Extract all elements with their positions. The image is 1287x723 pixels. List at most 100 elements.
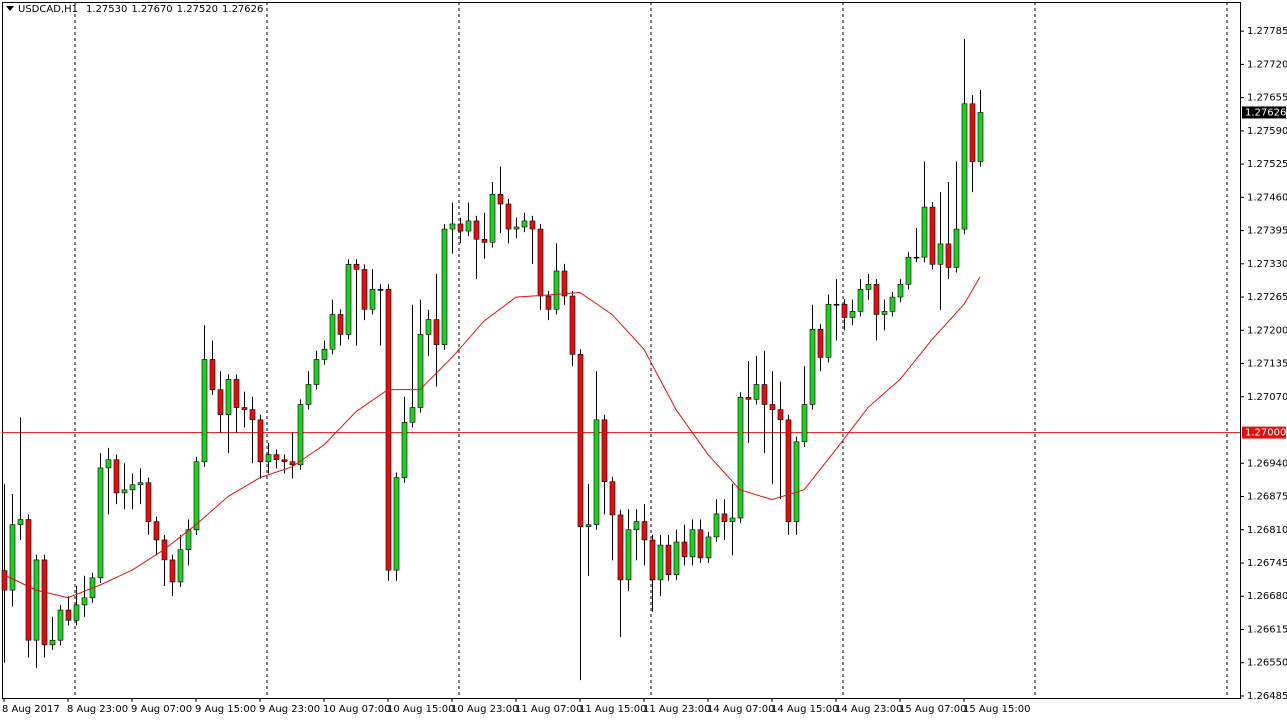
- candle-body: [657, 544, 664, 581]
- candle-body: [561, 270, 568, 297]
- candle-body: [849, 311, 856, 318]
- candle-body: [505, 203, 512, 230]
- candle-body: [625, 529, 632, 581]
- candle-body: [817, 328, 824, 358]
- candle-body: [737, 397, 744, 519]
- candle-body: [233, 379, 240, 408]
- y-tick-label: 1.27070: [1247, 392, 1287, 403]
- candle-body: [241, 407, 248, 410]
- candle-body: [729, 517, 736, 522]
- candle-body: [281, 459, 288, 463]
- candle-body: [169, 559, 176, 583]
- candle-body: [969, 103, 976, 162]
- candle-body: [313, 359, 320, 385]
- candle-body: [521, 220, 528, 228]
- candle-body: [153, 521, 160, 541]
- candle-body: [425, 319, 432, 335]
- candle-body: [649, 539, 656, 581]
- symbol: USDCAD,H1: [18, 4, 78, 15]
- x-tick-label: 8 Aug 2017: [2, 704, 60, 715]
- candle-body: [1, 570, 8, 591]
- candle-body: [489, 193, 496, 243]
- moving-average: [3, 276, 981, 599]
- candle-body: [801, 404, 808, 443]
- candle-body: [553, 270, 560, 310]
- price-label: 1.27000: [1245, 428, 1286, 439]
- x-tick-label: 15 Aug 07:00: [899, 704, 966, 715]
- header-value: 1.27520: [177, 4, 218, 15]
- candle-body: [185, 529, 192, 550]
- candle-body: [881, 311, 888, 315]
- candle-body: [609, 481, 616, 516]
- candle-body: [977, 112, 984, 162]
- candle-body: [33, 559, 40, 641]
- candle-body: [697, 529, 704, 559]
- y-tick-label: 1.27785: [1247, 26, 1287, 37]
- candle-body: [945, 243, 952, 268]
- candle-body: [321, 348, 328, 360]
- menu-arrow[interactable]: [6, 6, 14, 11]
- candle-body: [377, 289, 384, 291]
- candle-body: [409, 407, 416, 423]
- candle-body: [473, 220, 480, 240]
- y-tick-label: 1.26745: [1247, 558, 1287, 569]
- candle-body: [705, 536, 712, 559]
- candle-body: [113, 459, 120, 494]
- candle-body: [273, 454, 280, 460]
- candle-body: [297, 404, 304, 466]
- candle-body: [929, 206, 936, 265]
- candle-body: [865, 283, 872, 290]
- candle-body: [217, 389, 224, 415]
- candle-body: [641, 521, 648, 541]
- candle-body: [129, 484, 136, 491]
- y-tick-label: 1.27395: [1247, 226, 1287, 237]
- x-tick-label: 11 Aug 15:00: [579, 704, 646, 715]
- candle-body: [57, 609, 64, 641]
- candle-body: [529, 220, 536, 230]
- candle-body: [97, 467, 104, 579]
- candle-body: [665, 544, 672, 576]
- candle-body: [193, 461, 200, 531]
- candle-body: [857, 289, 864, 312]
- candle-body: [633, 521, 640, 531]
- candle-body: [337, 314, 344, 335]
- candle-body: [353, 264, 360, 270]
- x-tick-label: 15 Aug 15:00: [963, 704, 1030, 715]
- candle-body: [65, 609, 72, 621]
- candle-body: [753, 384, 760, 400]
- candle-body: [809, 328, 816, 405]
- candle-body: [681, 541, 688, 558]
- candle-body: [345, 264, 352, 335]
- candle-body: [209, 359, 216, 390]
- candle-body: [777, 409, 784, 421]
- candle-body: [585, 524, 592, 527]
- candle-body: [721, 513, 728, 522]
- candle-body: [161, 539, 168, 561]
- candle-body: [201, 359, 208, 463]
- x-tick-label: 11 Aug 23:00: [643, 704, 710, 715]
- candle-body: [385, 289, 392, 571]
- candle-body: [441, 228, 448, 345]
- candle-body: [841, 303, 848, 318]
- candle-body: [49, 639, 56, 646]
- y-tick-label: 1.27720: [1247, 59, 1287, 70]
- x-tick-label: 9 Aug 23:00: [259, 704, 320, 715]
- candle-body: [889, 296, 896, 312]
- candle-body: [761, 384, 768, 405]
- y-tick-label: 1.27655: [1247, 93, 1287, 104]
- candle-body: [569, 295, 576, 355]
- y-tick-label: 1.26940: [1247, 458, 1287, 469]
- plot-frame: [2, 2, 1241, 699]
- candle-body: [785, 419, 792, 522]
- candle-body: [105, 459, 112, 469]
- y-tick-label: 1.26615: [1247, 624, 1287, 635]
- y-tick-label: 1.26485: [1247, 691, 1287, 702]
- candle-body: [617, 514, 624, 581]
- candle-body: [673, 541, 680, 576]
- candle-body: [257, 419, 264, 463]
- candle-body: [953, 228, 960, 268]
- candle-body: [793, 441, 800, 522]
- candle-body: [481, 238, 488, 243]
- candle-body: [833, 303, 840, 306]
- candle-body: [577, 354, 584, 527]
